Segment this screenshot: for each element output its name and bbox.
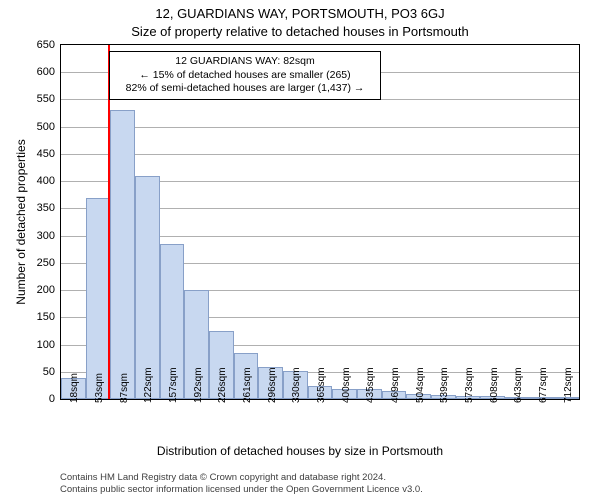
- y-tick-label: 150: [37, 311, 55, 323]
- x-tick-label: 157sqm: [168, 367, 179, 403]
- y-tick-label: 400: [37, 175, 55, 187]
- x-tick-label: 365sqm: [316, 367, 327, 403]
- x-tick-label: 643sqm: [513, 367, 524, 403]
- y-tick-label: 600: [37, 66, 55, 78]
- y-tick-label: 200: [37, 284, 55, 296]
- footer-attribution: Contains HM Land Registry data © Crown c…: [60, 472, 423, 496]
- y-tick-label: 650: [37, 39, 55, 51]
- footer-line2: Contains public sector information licen…: [60, 484, 423, 496]
- x-tick-label: 400sqm: [341, 367, 352, 403]
- page-title-line1: 12, GUARDIANS WAY, PORTSMOUTH, PO3 6GJ: [0, 6, 600, 21]
- x-tick-label: 712sqm: [563, 367, 574, 403]
- x-tick-label: 504sqm: [415, 367, 426, 403]
- x-tick-label: 87sqm: [119, 373, 130, 403]
- histogram-bar: [110, 110, 135, 399]
- x-tick-label: 261sqm: [242, 367, 253, 403]
- y-tick-label: 550: [37, 93, 55, 105]
- y-tick-label: 300: [37, 230, 55, 242]
- gridline: [61, 127, 579, 128]
- page-title-line2: Size of property relative to detached ho…: [0, 24, 600, 39]
- histogram-bar: [86, 198, 111, 400]
- x-tick-label: 608sqm: [489, 367, 500, 403]
- annotation-line1: 12 GUARDIANS WAY: 82sqm: [116, 55, 374, 69]
- x-tick-label: 122sqm: [143, 367, 154, 403]
- y-tick-label: 250: [37, 257, 55, 269]
- y-tick-label: 0: [49, 393, 55, 405]
- y-tick-label: 500: [37, 121, 55, 133]
- annotation-line2: ← 15% of detached houses are smaller (26…: [116, 69, 374, 83]
- annotation-line3: 82% of semi-detached houses are larger (…: [116, 82, 374, 96]
- x-tick-label: 573sqm: [464, 367, 475, 403]
- x-tick-label: 469sqm: [390, 367, 401, 403]
- y-tick-label: 450: [37, 148, 55, 160]
- y-tick-label: 100: [37, 339, 55, 351]
- annotation-box: 12 GUARDIANS WAY: 82sqm← 15% of detached…: [109, 51, 381, 100]
- x-tick-label: 435sqm: [365, 367, 376, 403]
- x-tick-label: 677sqm: [538, 367, 549, 403]
- x-tick-label: 192sqm: [193, 367, 204, 403]
- x-tick-label: 539sqm: [439, 367, 450, 403]
- y-tick-label: 50: [43, 366, 55, 378]
- footer-line1: Contains HM Land Registry data © Crown c…: [60, 472, 423, 484]
- y-tick-label: 350: [37, 202, 55, 214]
- histogram-bar: [135, 176, 160, 399]
- x-axis-label: Distribution of detached houses by size …: [0, 444, 600, 458]
- x-tick-label: 18sqm: [69, 373, 80, 403]
- x-tick-label: 296sqm: [267, 367, 278, 403]
- y-axis-label: Number of detached properties: [14, 139, 28, 304]
- x-tick-label: 330sqm: [291, 367, 302, 403]
- histogram-plot: 0501001502002503003504004505005506006501…: [60, 44, 580, 400]
- x-tick-label: 226sqm: [217, 367, 228, 403]
- x-tick-label: 53sqm: [94, 373, 105, 403]
- gridline: [61, 154, 579, 155]
